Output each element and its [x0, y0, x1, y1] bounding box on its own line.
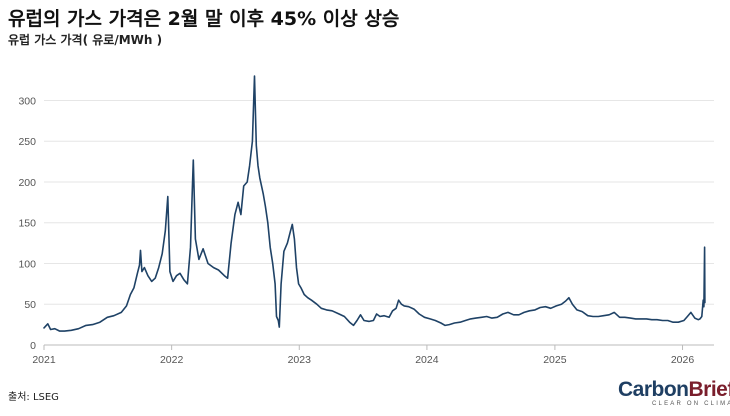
logo-wordmark: CarbonBrief [618, 378, 730, 401]
carbonbrief-logo: CarbonBrief CLEAR ON CLIMATE [618, 378, 730, 413]
chart-subtitle: 유럽 가스 가격( 유로/MWh ) [8, 33, 163, 47]
x-tick-label: 2025 [543, 354, 567, 366]
x-tick-label: 2024 [415, 354, 439, 366]
source-note: 출처: LSEG [8, 392, 59, 403]
logo-word-main: Carbon [618, 378, 689, 401]
y-tick-label: 250 [18, 136, 36, 148]
axes: 0 50 100 150 200 250 300 2021 2022 2023 2024 2025 20… [18, 95, 714, 366]
chart-title: 유럽의 가스 가격은 2월 말 이후 45% 이상 상승 [8, 8, 400, 30]
logo-tagline: CLEAR ON CLIMATE [652, 401, 730, 407]
x-tick-label: 2022 [160, 354, 184, 366]
grid-lines [44, 99, 714, 305]
y-tick-label: 100 [18, 258, 36, 270]
series-layer [43, 75, 706, 332]
series-line [43, 75, 706, 332]
y-tick-label: 0 [30, 340, 36, 352]
y-tick-label: 300 [18, 95, 36, 107]
x-tick-label: 2021 [32, 354, 56, 366]
logo-word-accent: Brief [688, 378, 730, 401]
y-tick-label: 200 [18, 177, 36, 189]
y-tick-label: 50 [24, 299, 36, 311]
x-tick-label: 2026 [671, 354, 695, 366]
y-tick-label: 150 [18, 218, 36, 230]
x-tick-label: 2023 [288, 354, 312, 366]
